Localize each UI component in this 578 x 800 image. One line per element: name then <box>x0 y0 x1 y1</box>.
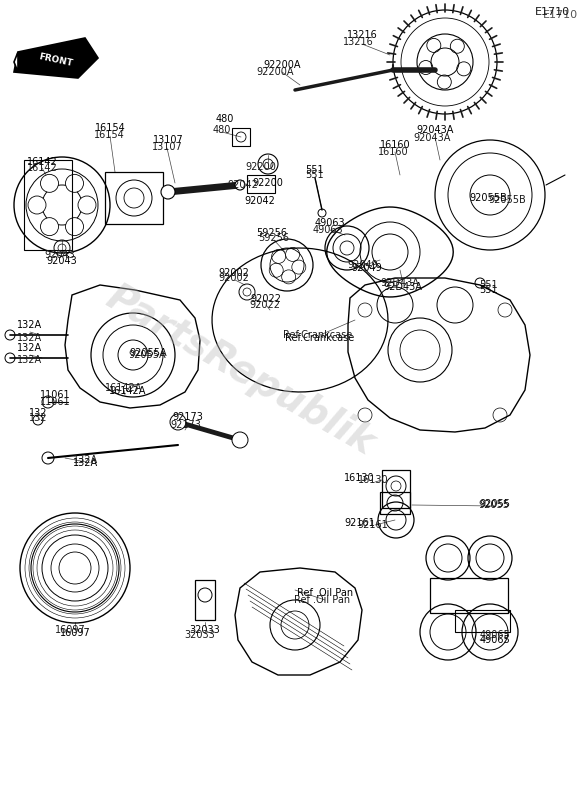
Text: FRONT: FRONT <box>38 52 74 68</box>
Circle shape <box>170 414 186 430</box>
Text: 132: 132 <box>29 408 47 418</box>
Text: 132: 132 <box>29 413 47 423</box>
Text: 92055: 92055 <box>480 499 510 509</box>
Text: 132A: 132A <box>17 355 43 365</box>
Circle shape <box>65 218 83 236</box>
Text: Ref .Oil Pan: Ref .Oil Pan <box>294 595 350 605</box>
Text: 16160: 16160 <box>380 140 410 150</box>
Text: 16154: 16154 <box>95 123 125 133</box>
Text: 13107: 13107 <box>153 135 183 145</box>
Text: 92055A: 92055A <box>128 350 166 360</box>
Text: 92042: 92042 <box>244 196 276 206</box>
Text: 16097: 16097 <box>55 625 86 635</box>
Text: 16142A: 16142A <box>109 386 147 396</box>
Text: 132A: 132A <box>17 320 43 330</box>
Text: 49065: 49065 <box>480 635 510 645</box>
Text: 92200: 92200 <box>246 162 276 172</box>
Circle shape <box>161 185 175 199</box>
Text: 59256: 59256 <box>258 233 290 243</box>
Text: 16142A: 16142A <box>105 383 143 393</box>
Text: 92055: 92055 <box>479 500 509 510</box>
Text: 92049: 92049 <box>347 260 379 270</box>
Text: E1710: E1710 <box>535 7 570 17</box>
Text: 92043A: 92043A <box>416 125 454 135</box>
Circle shape <box>235 180 245 190</box>
Text: 92173: 92173 <box>171 420 202 430</box>
Text: 480: 480 <box>213 125 231 135</box>
Text: 11061: 11061 <box>40 397 71 407</box>
Bar <box>232 128 250 146</box>
Text: 92042: 92042 <box>228 180 258 190</box>
Text: 551: 551 <box>479 280 497 290</box>
Text: 92043: 92043 <box>45 250 75 260</box>
Text: 92002: 92002 <box>218 268 250 278</box>
Bar <box>380 492 410 514</box>
Text: 92022: 92022 <box>250 300 280 310</box>
Circle shape <box>232 432 248 448</box>
Text: PartsRepublik: PartsRepublik <box>99 278 381 462</box>
Circle shape <box>40 174 58 192</box>
Circle shape <box>65 174 83 192</box>
Text: 132A: 132A <box>73 458 99 468</box>
Text: 92055B: 92055B <box>469 193 507 203</box>
Text: 92043A: 92043A <box>413 133 451 143</box>
Text: 16130: 16130 <box>358 475 388 485</box>
Text: 132A: 132A <box>17 333 43 343</box>
Text: 92161: 92161 <box>358 520 388 530</box>
Bar <box>382 470 410 508</box>
Text: 16142: 16142 <box>27 157 57 167</box>
Text: 132A: 132A <box>73 455 99 465</box>
Text: 16097: 16097 <box>60 628 90 638</box>
Text: 11061: 11061 <box>40 390 71 400</box>
Circle shape <box>40 218 58 236</box>
Text: 13107: 13107 <box>151 142 183 152</box>
Bar <box>195 580 215 620</box>
Text: 16142: 16142 <box>27 163 57 173</box>
Text: 92055B: 92055B <box>488 195 526 205</box>
Text: Ref.Crankcase: Ref.Crankcase <box>283 330 353 340</box>
Polygon shape <box>14 38 98 78</box>
Text: 92D43A: 92D43A <box>384 282 423 292</box>
Text: 32033: 32033 <box>184 630 216 640</box>
Bar <box>430 578 508 613</box>
Text: 92002: 92002 <box>218 273 250 283</box>
Polygon shape <box>14 52 18 72</box>
Text: 551: 551 <box>306 170 324 180</box>
Text: 92200: 92200 <box>253 178 283 188</box>
Text: 49063: 49063 <box>313 225 343 235</box>
Text: 16130: 16130 <box>344 473 375 483</box>
Text: 92043: 92043 <box>47 256 77 266</box>
Text: E1710: E1710 <box>543 10 578 20</box>
Text: 13216: 13216 <box>347 30 377 40</box>
Text: 13216: 13216 <box>343 37 373 47</box>
Text: Ref .Oil Pan: Ref .Oil Pan <box>297 588 353 598</box>
Bar <box>455 610 510 632</box>
Text: 92200A: 92200A <box>256 67 294 77</box>
Text: 92022: 92022 <box>250 294 281 304</box>
Text: 551: 551 <box>306 165 324 175</box>
Text: 16160: 16160 <box>377 147 408 157</box>
Text: 92200A: 92200A <box>263 60 301 70</box>
Text: 92055A: 92055A <box>129 348 167 358</box>
Text: 132A: 132A <box>17 343 43 353</box>
Circle shape <box>28 196 46 214</box>
Text: 32033: 32033 <box>190 625 220 635</box>
Text: 92049: 92049 <box>351 263 383 273</box>
Text: 480: 480 <box>216 114 234 124</box>
Text: 49063: 49063 <box>314 218 345 228</box>
Circle shape <box>78 196 96 214</box>
Text: 92161: 92161 <box>344 518 375 528</box>
Text: 59256: 59256 <box>257 228 287 238</box>
Text: 16154: 16154 <box>94 130 124 140</box>
Text: 92173: 92173 <box>173 412 203 422</box>
Bar <box>105 172 163 224</box>
Bar <box>247 175 275 193</box>
Text: 92D43A: 92D43A <box>380 278 420 288</box>
Text: 551: 551 <box>479 285 497 295</box>
Text: 49065: 49065 <box>480 630 510 640</box>
Text: Ref.Crankcase: Ref.Crankcase <box>286 333 355 343</box>
